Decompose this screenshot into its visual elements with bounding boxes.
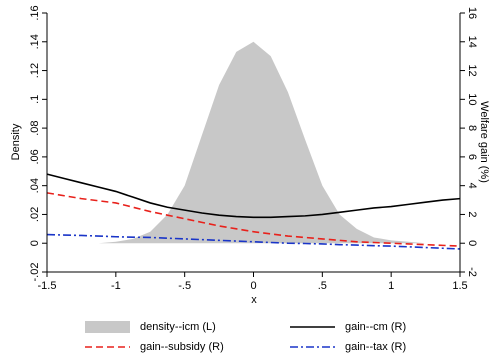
y-tick-label: .02	[29, 207, 41, 222]
gain-line	[46, 233, 461, 250]
y2-tick-label: 16	[466, 7, 478, 19]
y-tick-label: 0	[29, 240, 41, 246]
x-tick-label: 0	[250, 280, 256, 292]
y2-tick-label: 14	[466, 36, 478, 48]
x-tick-label: 1.5	[452, 280, 467, 292]
y2-tick-label: 10	[466, 93, 478, 105]
y-tick-label: -.02	[29, 263, 41, 282]
x-tick-label: -.5	[178, 280, 191, 292]
y2-tick-label: -2	[466, 267, 478, 277]
x-axis-label: x	[251, 294, 257, 306]
y2-tick-label: 4	[466, 183, 478, 189]
y-tick-label: .06	[29, 149, 41, 164]
y2-tick-label: 12	[466, 64, 478, 76]
y-tick-label: .08	[29, 120, 41, 135]
gain-line	[46, 173, 461, 219]
x-tick-label: 1	[388, 280, 394, 292]
y2-tick-label: 8	[466, 125, 478, 131]
x-tick-label: -1.5	[38, 280, 57, 292]
legend-key	[85, 321, 130, 333]
legend-label: gain--cm (R)	[345, 321, 406, 333]
y-tick-label: .16	[29, 5, 41, 20]
x-tick-label: -1	[111, 280, 121, 292]
y-tick-label: .1	[29, 95, 41, 104]
legend-label: gain--subsidy (R)	[140, 341, 224, 353]
y-tick-label: .04	[29, 178, 41, 193]
legend-label: gain--tax (R)	[345, 341, 406, 353]
gain-line	[46, 192, 461, 247]
x-tick-label: .5	[318, 280, 327, 292]
y2-tick-label: 2	[466, 211, 478, 217]
legend-label: density--icm (L)	[140, 321, 216, 333]
density-area	[47, 41, 460, 244]
y-tick-label: .14	[29, 34, 41, 49]
y2-tick-label: 6	[466, 154, 478, 160]
y-tick-label: .12	[29, 63, 41, 78]
y-axis-label: Density	[10, 123, 22, 160]
y2-tick-label: 0	[466, 240, 478, 246]
y2-axis-label: Welfare gain (%)	[478, 101, 490, 183]
